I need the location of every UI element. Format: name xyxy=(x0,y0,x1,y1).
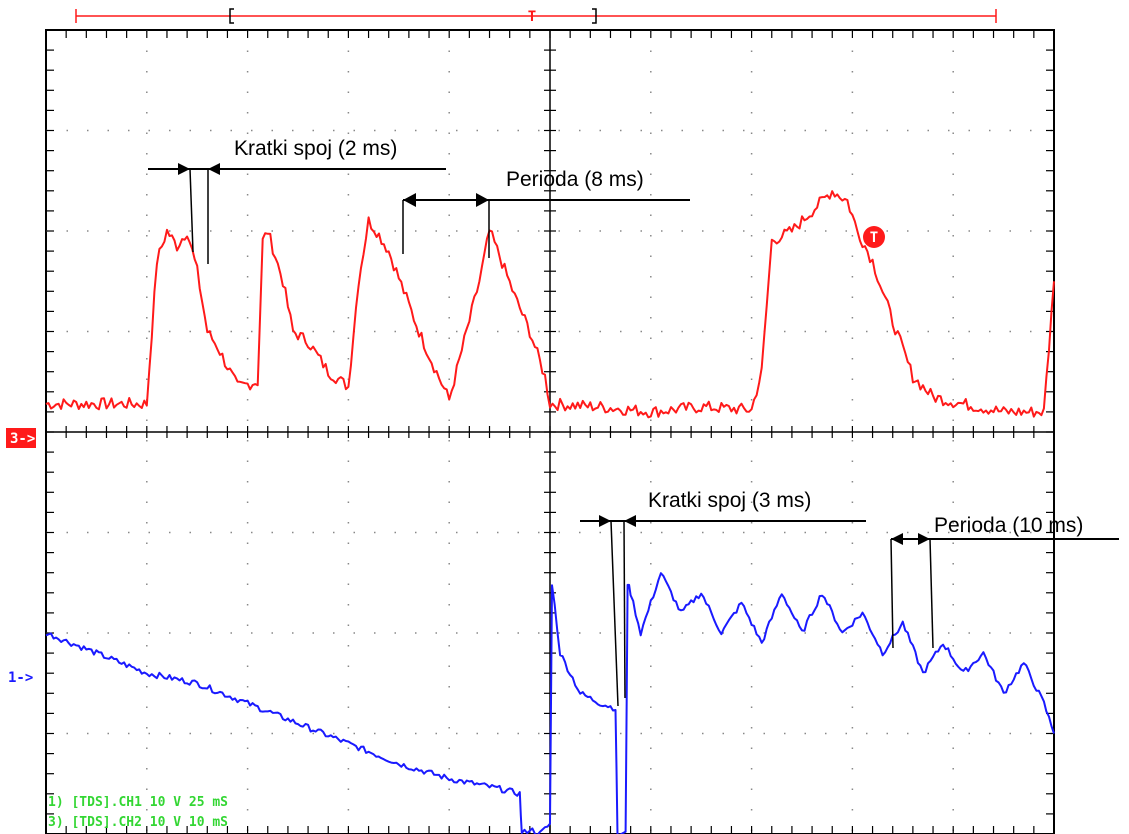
status-line-ch2: 3) [TDS].CH2 10 V 10 mS xyxy=(48,815,228,830)
annotation-top-short: Kratki spoj (2 ms) xyxy=(148,137,446,264)
annotation-bottom-period: Perioda (10 ms) xyxy=(890,514,1119,649)
ch3-marker-label: 3-> xyxy=(10,431,35,447)
annotation-top-short-label: Kratki spoj (2 ms) xyxy=(234,137,397,160)
ch3-trace xyxy=(45,190,1055,419)
annotation-top-period-label: Perioda (8 ms) xyxy=(506,168,644,191)
trigger-point: T xyxy=(863,226,885,248)
ch1-marker-label: 1-> xyxy=(8,670,33,686)
ch1-trace xyxy=(45,572,1055,834)
annotation-top-period: Perioda (8 ms) xyxy=(402,168,690,258)
annotation-bottom-short-label: Kratki spoj (3 ms) xyxy=(648,489,811,512)
annotation-bottom-period-label: Perioda (10 ms) xyxy=(934,514,1083,537)
annotation-bottom-short: Kratki spoj (3 ms) xyxy=(580,489,866,707)
graticule xyxy=(45,29,1055,834)
status-line-ch1: 1) [TDS].CH1 10 V 25 mS xyxy=(48,795,228,810)
record-bar-trigger-marker: T xyxy=(528,9,536,25)
trigger-point-label: T xyxy=(870,230,878,246)
record-bar: T xyxy=(75,8,997,25)
ch3-marker: 3-> xyxy=(6,428,36,448)
